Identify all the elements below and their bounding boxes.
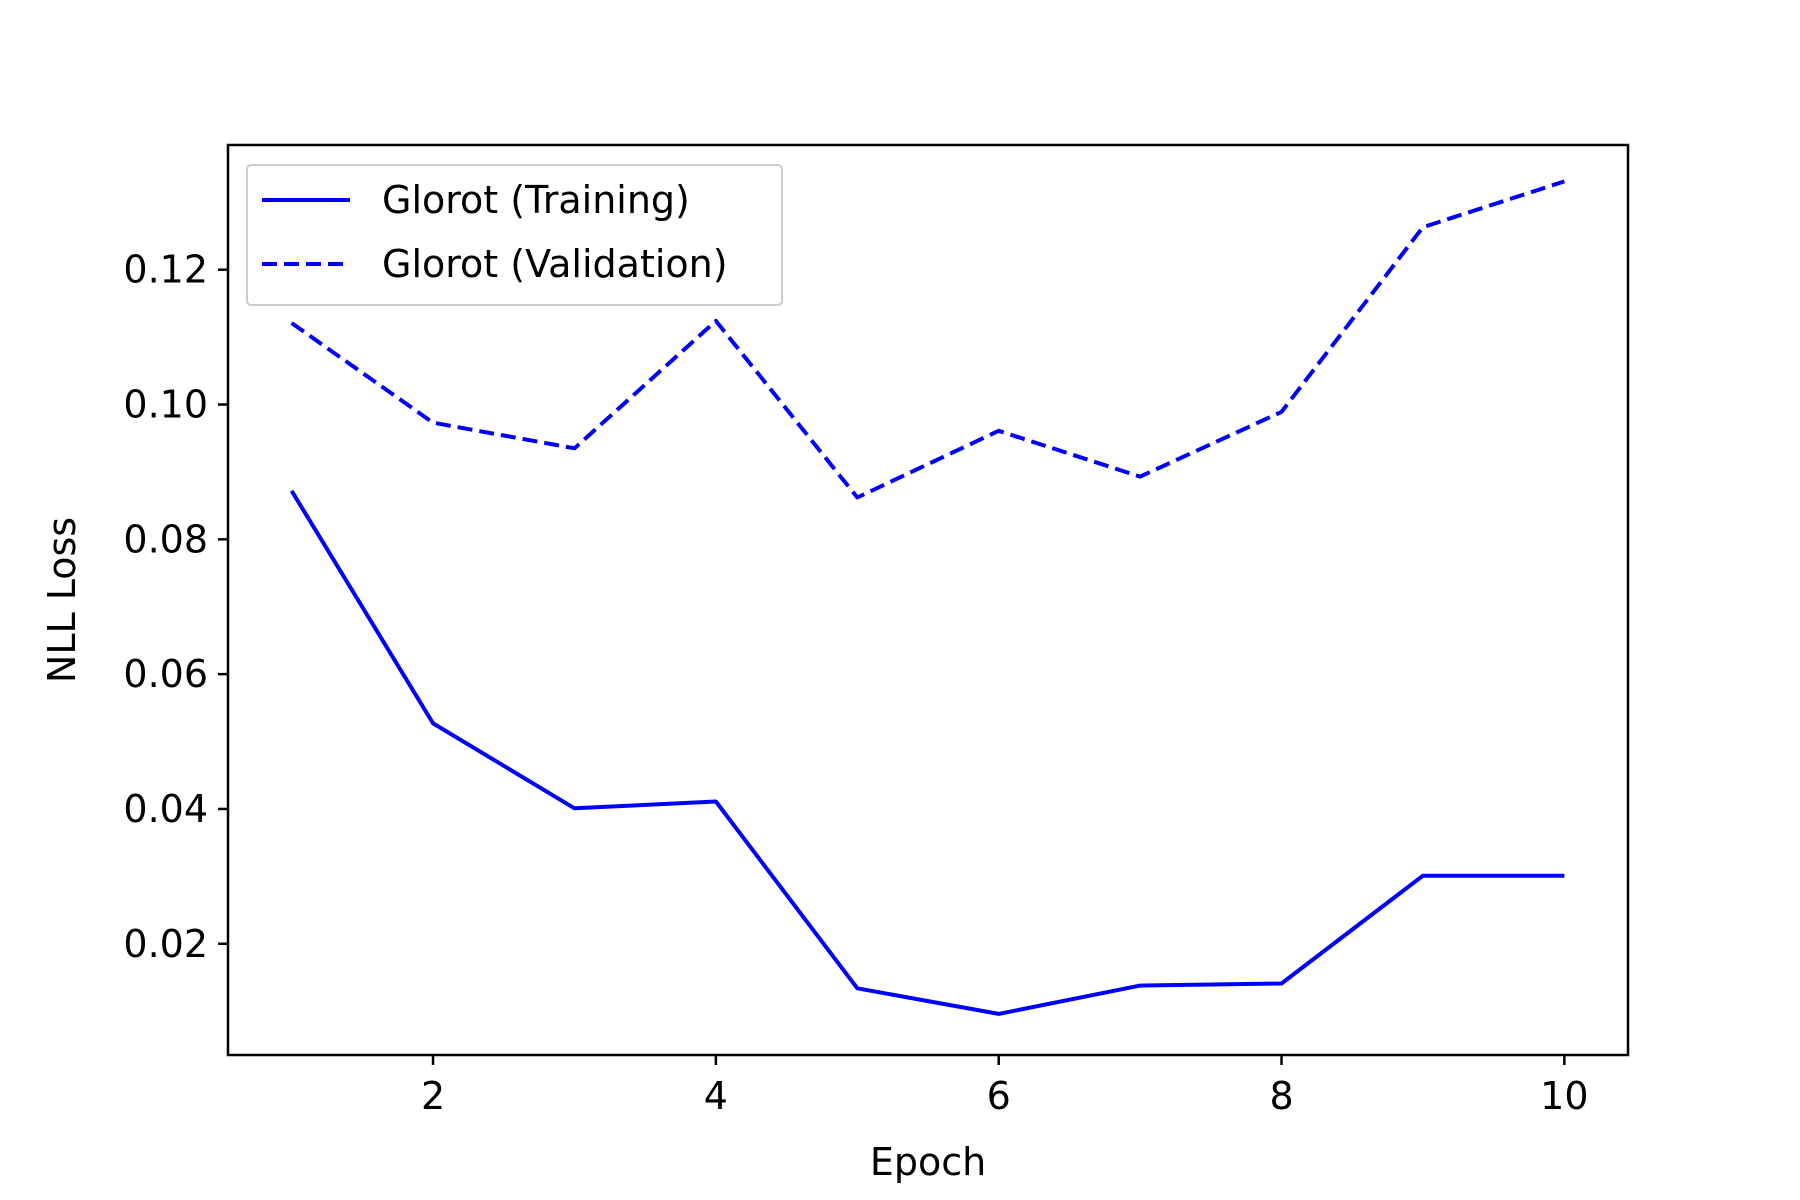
y-tick-label: 0.08 bbox=[123, 517, 208, 561]
legend-box bbox=[246, 164, 783, 306]
x-tick-label: 4 bbox=[704, 1074, 728, 1118]
y-tick-label: 0.06 bbox=[123, 652, 208, 696]
legend-label-training: Glorot (Training) bbox=[382, 178, 690, 222]
legend-label-validation: Glorot (Validation) bbox=[382, 242, 728, 286]
x-axis-label: Epoch bbox=[870, 1140, 986, 1184]
series-layer bbox=[289, 179, 1566, 1016]
y-tick-label: 0.12 bbox=[123, 248, 208, 292]
series-line-validation bbox=[290, 179, 1566, 500]
y-tick-label: 0.04 bbox=[123, 787, 208, 831]
y-tick-label: 0.10 bbox=[123, 383, 208, 427]
x-tick-label: 10 bbox=[1540, 1074, 1588, 1118]
y-tick-label: 0.02 bbox=[123, 922, 208, 966]
x-tick-label: 6 bbox=[987, 1074, 1011, 1118]
axes-layer: 2 4 6 8 10 0.02 0.04 0.06 0.08 0.10 0.12 bbox=[123, 143, 1630, 1118]
y-axis-label: NLL Loss bbox=[40, 517, 84, 683]
series-line-training bbox=[289, 489, 1565, 1016]
plot-frame bbox=[226, 143, 1630, 1057]
legend: Glorot (Training) Glorot (Validation) bbox=[246, 164, 783, 306]
x-tick-label: 2 bbox=[421, 1074, 445, 1118]
x-tick-label: 8 bbox=[1269, 1074, 1293, 1118]
